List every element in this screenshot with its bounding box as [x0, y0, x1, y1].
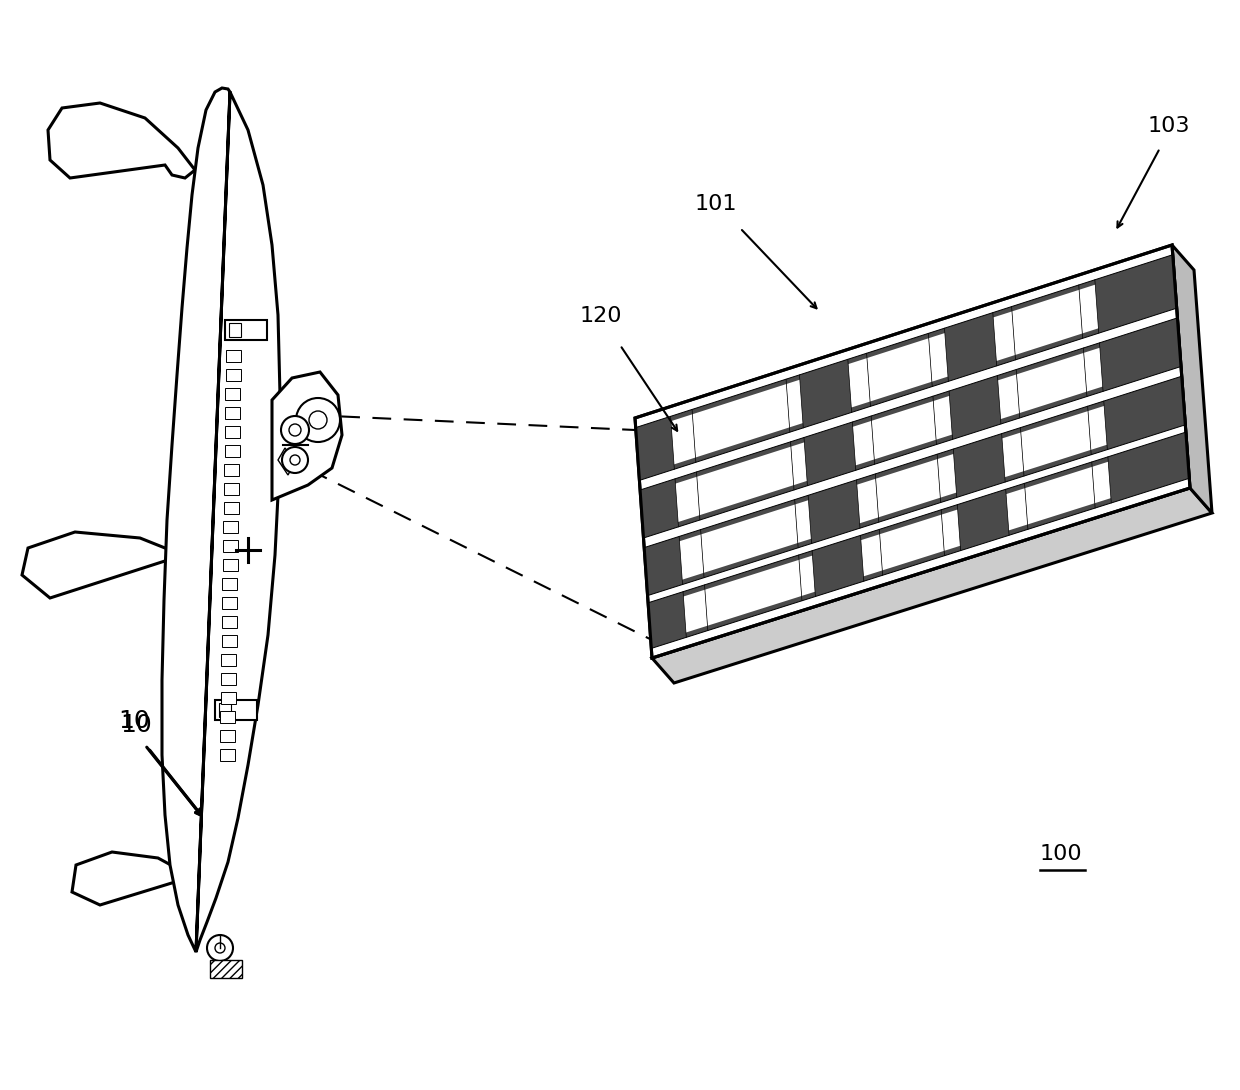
- Text: 10: 10: [120, 713, 151, 737]
- Bar: [221, 673, 236, 685]
- Bar: [222, 616, 237, 628]
- Polygon shape: [998, 374, 1019, 420]
- Polygon shape: [848, 359, 870, 408]
- Polygon shape: [1021, 411, 1091, 471]
- Circle shape: [296, 398, 340, 443]
- Bar: [223, 521, 238, 533]
- Bar: [221, 711, 236, 723]
- Polygon shape: [875, 459, 940, 518]
- Bar: [224, 464, 239, 476]
- Circle shape: [289, 424, 301, 436]
- Bar: [229, 323, 241, 337]
- Polygon shape: [645, 376, 1185, 595]
- Polygon shape: [786, 379, 804, 427]
- Polygon shape: [1087, 405, 1107, 450]
- Bar: [221, 654, 236, 666]
- Bar: [224, 426, 239, 438]
- Polygon shape: [867, 338, 932, 401]
- Polygon shape: [861, 534, 883, 577]
- Bar: [226, 388, 241, 400]
- Bar: [224, 445, 239, 457]
- Polygon shape: [22, 532, 175, 598]
- Polygon shape: [993, 312, 1016, 361]
- Polygon shape: [937, 453, 956, 498]
- Bar: [226, 350, 241, 362]
- Bar: [219, 703, 231, 717]
- Polygon shape: [649, 432, 1189, 649]
- Polygon shape: [162, 88, 280, 952]
- Polygon shape: [929, 334, 949, 382]
- Polygon shape: [48, 102, 195, 178]
- Text: 10: 10: [118, 708, 150, 732]
- Bar: [222, 578, 237, 590]
- Polygon shape: [1012, 290, 1083, 355]
- Bar: [210, 960, 242, 978]
- Polygon shape: [697, 447, 794, 516]
- Text: 120: 120: [580, 306, 622, 326]
- Polygon shape: [941, 509, 960, 550]
- Circle shape: [290, 455, 300, 465]
- Bar: [224, 483, 239, 495]
- Polygon shape: [1017, 353, 1086, 413]
- Polygon shape: [879, 514, 944, 570]
- Bar: [215, 700, 257, 720]
- Polygon shape: [704, 560, 801, 626]
- Polygon shape: [72, 852, 184, 905]
- Polygon shape: [636, 255, 1177, 481]
- Polygon shape: [799, 556, 815, 596]
- Bar: [219, 730, 236, 742]
- Polygon shape: [857, 479, 878, 523]
- Polygon shape: [1172, 245, 1211, 513]
- Bar: [219, 749, 234, 761]
- Polygon shape: [640, 318, 1180, 538]
- Polygon shape: [1002, 433, 1024, 477]
- Circle shape: [281, 447, 308, 473]
- Polygon shape: [278, 448, 295, 475]
- Polygon shape: [791, 443, 807, 485]
- Polygon shape: [272, 372, 342, 500]
- Polygon shape: [635, 245, 1190, 658]
- Bar: [221, 692, 236, 704]
- Circle shape: [309, 411, 327, 429]
- Bar: [223, 502, 238, 514]
- Polygon shape: [671, 414, 696, 464]
- Polygon shape: [683, 590, 708, 632]
- Polygon shape: [1092, 462, 1111, 504]
- Polygon shape: [1025, 467, 1095, 524]
- Circle shape: [215, 943, 224, 953]
- Polygon shape: [1079, 284, 1099, 334]
- Polygon shape: [853, 421, 874, 465]
- Polygon shape: [934, 396, 952, 439]
- Bar: [226, 407, 241, 419]
- Polygon shape: [701, 505, 797, 573]
- Polygon shape: [872, 401, 936, 459]
- Bar: [223, 559, 238, 571]
- Polygon shape: [680, 534, 704, 580]
- Circle shape: [281, 416, 309, 444]
- Polygon shape: [795, 500, 811, 543]
- Text: 100: 100: [1040, 844, 1083, 864]
- Circle shape: [207, 935, 233, 961]
- Polygon shape: [1084, 348, 1102, 391]
- Bar: [223, 540, 238, 552]
- Text: 103: 103: [1148, 116, 1190, 136]
- Polygon shape: [676, 476, 699, 522]
- Bar: [224, 320, 267, 340]
- Polygon shape: [1006, 488, 1028, 531]
- Text: 101: 101: [694, 194, 738, 214]
- Polygon shape: [652, 488, 1211, 683]
- Bar: [222, 597, 237, 609]
- Polygon shape: [692, 384, 790, 458]
- Bar: [222, 635, 237, 647]
- Bar: [226, 370, 241, 382]
